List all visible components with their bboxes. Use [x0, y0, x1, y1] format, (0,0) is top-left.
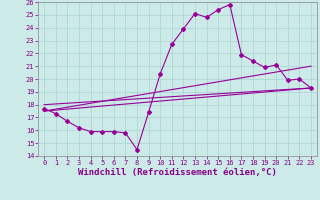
X-axis label: Windchill (Refroidissement éolien,°C): Windchill (Refroidissement éolien,°C): [78, 168, 277, 177]
